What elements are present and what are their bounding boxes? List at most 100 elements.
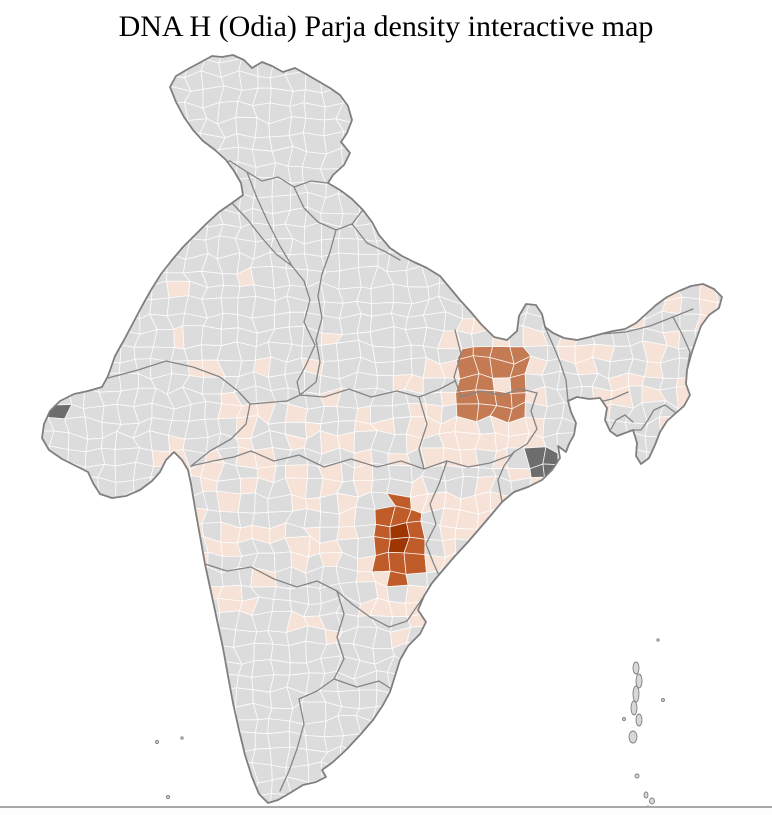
district-cell[interactable] bbox=[729, 671, 746, 693]
district-cell[interactable] bbox=[98, 762, 119, 782]
district-cell[interactable] bbox=[508, 131, 531, 149]
district-cell[interactable] bbox=[597, 163, 615, 182]
district-cell[interactable] bbox=[526, 73, 547, 94]
district-cell[interactable] bbox=[81, 612, 107, 635]
district-cell[interactable] bbox=[575, 631, 598, 648]
district-cell[interactable] bbox=[16, 477, 33, 492]
district-cell[interactable] bbox=[560, 588, 579, 604]
district-cell[interactable] bbox=[458, 75, 479, 91]
district-cell[interactable] bbox=[545, 720, 562, 739]
district-cell[interactable] bbox=[761, 751, 772, 764]
district-cell[interactable] bbox=[423, 765, 441, 785]
district-cell[interactable] bbox=[609, 55, 631, 77]
district-cell[interactable] bbox=[1, 238, 18, 257]
district-cell[interactable] bbox=[410, 670, 424, 690]
district-cell[interactable] bbox=[65, 677, 85, 695]
district-cell[interactable] bbox=[475, 686, 498, 710]
district-cell[interactable] bbox=[593, 627, 611, 646]
district-cell[interactable] bbox=[509, 55, 531, 75]
district-cell[interactable] bbox=[388, 237, 411, 255]
district-cell[interactable] bbox=[13, 285, 38, 303]
district-cell[interactable] bbox=[693, 507, 714, 529]
district-cell[interactable] bbox=[761, 117, 772, 138]
district-cell[interactable] bbox=[473, 166, 498, 182]
district-cell[interactable] bbox=[103, 273, 118, 287]
district-cell[interactable] bbox=[694, 59, 718, 78]
district-cell[interactable] bbox=[84, 780, 105, 798]
district-cell[interactable] bbox=[34, 355, 52, 378]
district-cell[interactable] bbox=[288, 640, 307, 664]
district-cell[interactable] bbox=[85, 164, 101, 180]
district-cell[interactable] bbox=[47, 508, 70, 525]
district-cell[interactable] bbox=[663, 118, 685, 137]
district-cell[interactable] bbox=[459, 673, 477, 687]
district-cell[interactable] bbox=[459, 166, 476, 182]
district-cell[interactable] bbox=[644, 191, 667, 214]
district-cell[interactable] bbox=[13, 332, 34, 345]
district-cell[interactable] bbox=[661, 477, 683, 496]
district-cell[interactable] bbox=[387, 190, 408, 215]
district-cell[interactable] bbox=[138, 522, 153, 541]
district-cell[interactable] bbox=[424, 625, 443, 649]
district-cell[interactable] bbox=[641, 212, 667, 228]
district-cell[interactable] bbox=[54, 146, 73, 169]
district-cell[interactable] bbox=[173, 325, 185, 350]
district-cell[interactable] bbox=[84, 282, 107, 305]
district-cell[interactable] bbox=[119, 194, 137, 211]
district-cell[interactable] bbox=[339, 46, 360, 63]
district-cell[interactable] bbox=[117, 689, 137, 706]
district-cell[interactable] bbox=[151, 520, 174, 545]
district-cell[interactable] bbox=[647, 730, 666, 749]
district-cell[interactable] bbox=[438, 631, 461, 649]
district-cell[interactable] bbox=[678, 118, 702, 138]
district-cell[interactable] bbox=[188, 719, 208, 740]
district-cell[interactable] bbox=[336, 406, 359, 422]
district-cell[interactable] bbox=[53, 748, 73, 765]
district-cell[interactable] bbox=[222, 731, 242, 753]
district-cell[interactable] bbox=[360, 732, 379, 754]
district-cell[interactable] bbox=[134, 239, 152, 257]
district-cell[interactable] bbox=[85, 582, 99, 603]
district-cell[interactable] bbox=[16, 251, 38, 269]
district-cell[interactable] bbox=[0, 269, 18, 286]
district-cell[interactable] bbox=[136, 105, 155, 118]
district-cell[interactable] bbox=[564, 253, 581, 273]
district-cell[interactable] bbox=[33, 760, 54, 781]
district-cell[interactable] bbox=[68, 90, 90, 108]
district-cell[interactable] bbox=[561, 612, 580, 633]
district-cell[interactable] bbox=[407, 687, 426, 707]
district-cell[interactable] bbox=[420, 178, 444, 199]
district-cell[interactable] bbox=[36, 705, 54, 720]
district-cell[interactable] bbox=[0, 198, 19, 213]
district-cell[interactable] bbox=[576, 715, 593, 738]
district-cell[interactable] bbox=[765, 71, 772, 93]
district-cell[interactable] bbox=[85, 567, 101, 585]
district-cell[interactable] bbox=[641, 250, 668, 268]
district-cell[interactable] bbox=[698, 386, 719, 410]
district-cell[interactable] bbox=[510, 745, 526, 765]
district-cell[interactable] bbox=[576, 161, 600, 183]
district-cell[interactable] bbox=[182, 732, 206, 753]
district-cell[interactable] bbox=[97, 689, 120, 710]
district-cell[interactable] bbox=[220, 284, 241, 299]
district-cell[interactable] bbox=[304, 43, 325, 59]
district-cell[interactable] bbox=[659, 597, 681, 615]
district-cell[interactable] bbox=[15, 373, 36, 391]
district-cell[interactable] bbox=[488, 237, 513, 259]
district-cell[interactable] bbox=[454, 101, 479, 119]
district-cell[interactable] bbox=[488, 224, 515, 245]
district-cell[interactable] bbox=[558, 507, 577, 530]
district-cell[interactable] bbox=[1, 573, 20, 585]
district-cell[interactable] bbox=[488, 105, 508, 124]
district-cell[interactable] bbox=[505, 273, 532, 286]
district-cell[interactable] bbox=[237, 492, 256, 514]
district-cell[interactable] bbox=[47, 118, 70, 140]
district-cell[interactable] bbox=[151, 58, 170, 76]
district-cell[interactable] bbox=[661, 70, 685, 89]
district-cell[interactable] bbox=[474, 145, 498, 169]
district-cell[interactable] bbox=[438, 70, 462, 88]
district-cell[interactable] bbox=[114, 522, 140, 541]
district-cell[interactable] bbox=[544, 145, 566, 166]
district-cell[interactable] bbox=[505, 280, 532, 302]
district-cell[interactable] bbox=[182, 627, 209, 650]
